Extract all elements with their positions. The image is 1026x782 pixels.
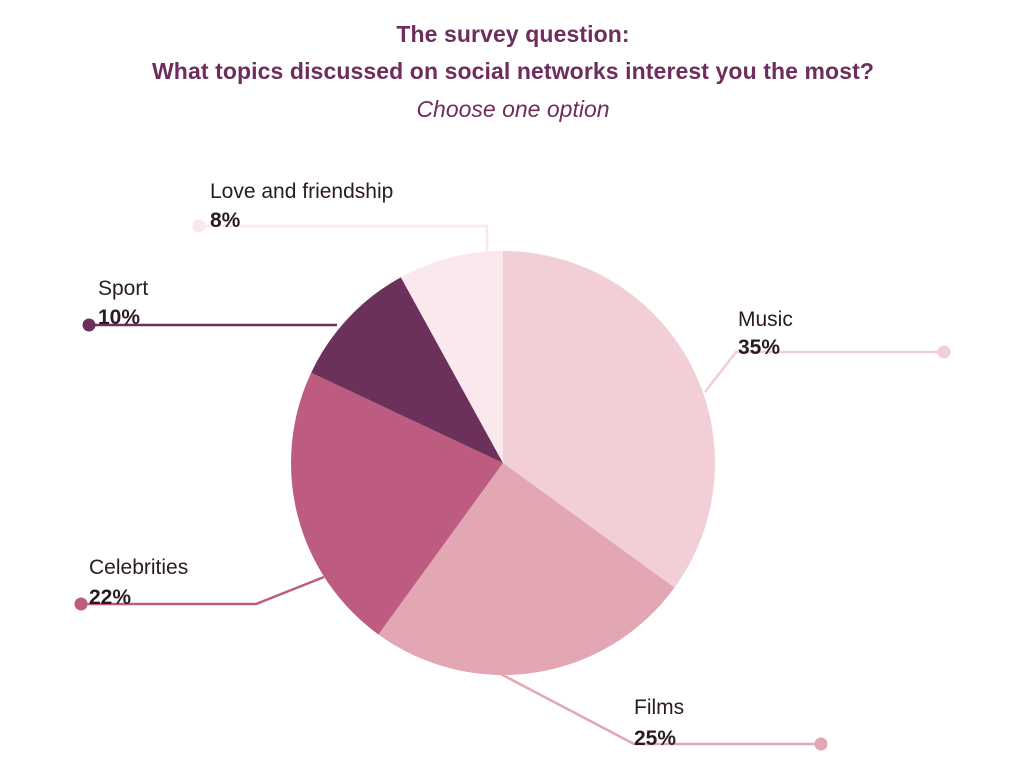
slice-label-love-and-friendship: Love and friendship	[210, 180, 393, 203]
chart-subtitle: Choose one option	[416, 96, 610, 122]
leader-dot-love-and-friendship	[192, 219, 206, 233]
leader-lines	[74, 219, 951, 751]
slice-label-sport: Sport	[98, 277, 148, 300]
leader-line-celebrities	[81, 575, 325, 606]
leader-dot-celebrities	[74, 597, 88, 611]
slice-value-sport: 10%	[98, 306, 140, 329]
slice-value-music: 35%	[738, 336, 780, 359]
chart-title-line-2: What topics discussed on social networks…	[152, 58, 874, 84]
chart-title-line-1: The survey question:	[396, 21, 630, 47]
slice-label-celebrities: Celebrities	[89, 556, 188, 579]
leader-dot-sport	[82, 318, 96, 332]
pie-slices	[291, 250, 715, 675]
leader-line-love-and-friendship	[199, 224, 489, 253]
leader-dot-films	[814, 737, 828, 751]
leader-line-music	[704, 350, 944, 393]
slice-labels: Music 35% Films 25% Celebrities 22% Sport 10% Lo…	[89, 180, 793, 750]
slice-label-films: Films	[634, 696, 684, 719]
leader-line-films	[496, 670, 821, 746]
pie-slice-films[interactable]	[378, 463, 675, 675]
slice-value-celebrities: 22%	[89, 586, 131, 609]
slice-value-love-and-friendship: 8%	[210, 209, 241, 232]
pie-slice-celebrities[interactable]	[291, 372, 503, 635]
pie-slice-love-and-friendship[interactable]	[400, 250, 503, 463]
pie-slice-sport[interactable]	[311, 277, 503, 463]
leader-dot-music	[937, 345, 951, 359]
slice-label-music: Music	[738, 308, 793, 331]
pie-slice-music[interactable]	[503, 251, 715, 588]
slice-value-films: 25%	[634, 727, 676, 750]
